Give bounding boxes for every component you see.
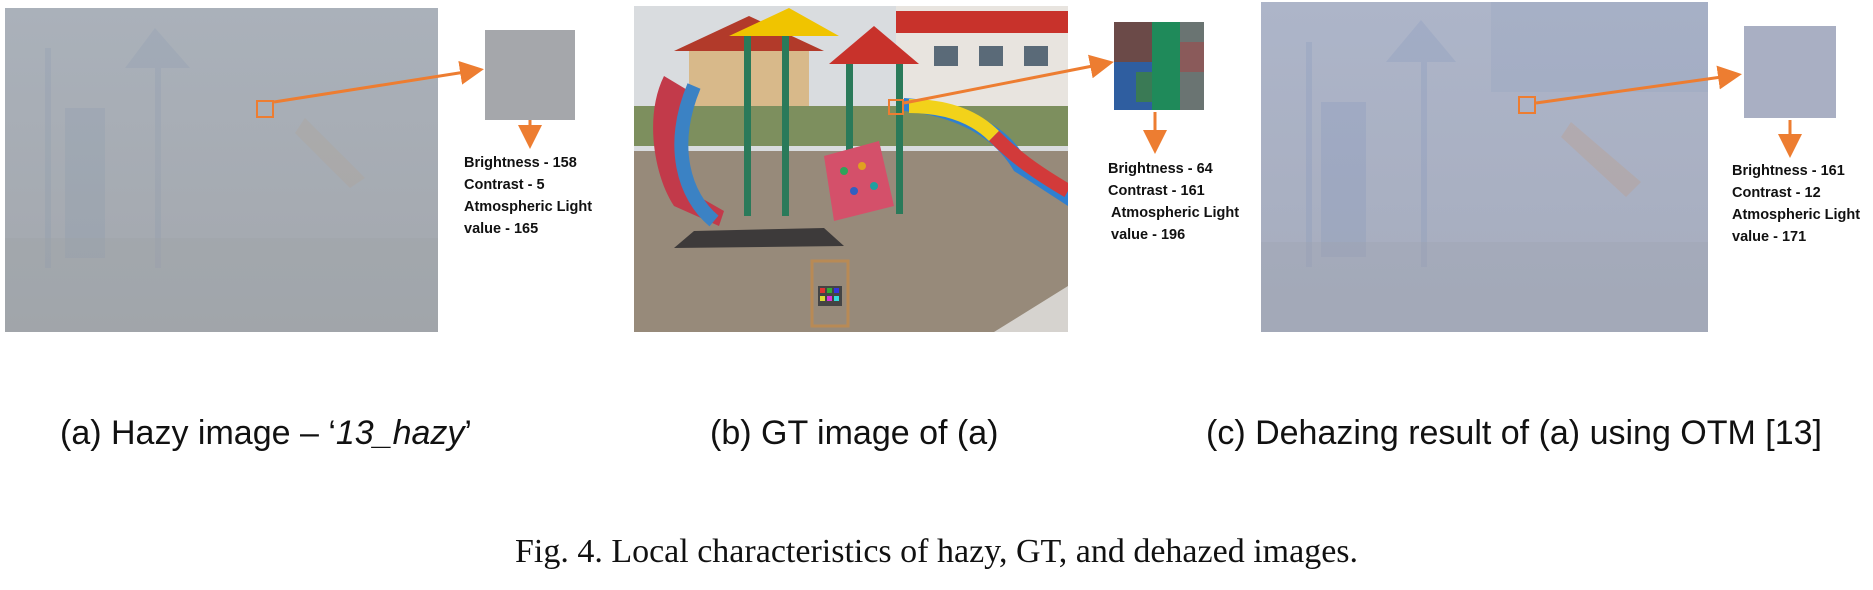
- hazy-image: [5, 8, 438, 332]
- gt-contrast: Contrast - 161: [1108, 183, 1205, 199]
- sublabel-c: (c) Dehazing result of (a) using OTM [13…: [1206, 414, 1823, 452]
- sublabel-a: (a) Hazy image – ‘13_hazy’: [60, 414, 472, 453]
- sublabel-a-italic: 13_hazy: [335, 414, 465, 452]
- gt-stats: Brightness - 64 Contrast - 161 Atmospher…: [1108, 158, 1239, 246]
- gt-atmo-value: value - 196: [1111, 227, 1186, 243]
- sublabel-a-suffix: ’: [464, 414, 472, 452]
- hazy-atmo-value: value - 165: [464, 221, 539, 237]
- hazy-crop-patch: [485, 30, 575, 120]
- gt-image: [634, 6, 1068, 332]
- hazy-brightness: Brightness - 158: [464, 155, 577, 171]
- gt-crop-patch: [1114, 22, 1204, 110]
- gt-brightness: Brightness - 64: [1108, 161, 1213, 177]
- sublabel-a-prefix: (a) Hazy image – ‘: [60, 414, 336, 452]
- dehazed-stats: Brightness - 161 Contrast - 12 Atmospher…: [1732, 160, 1860, 248]
- dehazed-image: [1261, 2, 1708, 332]
- hazy-atmo-label: Atmospheric Light: [464, 199, 593, 215]
- gt-roi-marker: [888, 99, 904, 115]
- dehazed-roi-marker: [1518, 96, 1536, 114]
- dehazed-brightness: Brightness - 161: [1732, 163, 1845, 179]
- dehazed-contrast: Contrast - 12: [1732, 185, 1821, 201]
- figure-caption: Fig. 4. Local characteristics of hazy, G…: [514, 533, 1359, 570]
- sublabel-b: (b) GT image of (a): [710, 414, 999, 452]
- gt-atmo-label: Atmospheric Light: [1111, 205, 1240, 221]
- hazy-roi-marker: [256, 100, 274, 118]
- hazy-stats: Brightness - 158 Contrast - 5 Atmospheri…: [464, 152, 592, 240]
- dehazed-atmo-label: Atmospheric Light: [1732, 207, 1861, 223]
- hazy-contrast: Contrast - 5: [464, 177, 545, 193]
- dehazed-crop-patch: [1744, 26, 1836, 118]
- dehazed-atmo-value: value - 171: [1732, 229, 1807, 245]
